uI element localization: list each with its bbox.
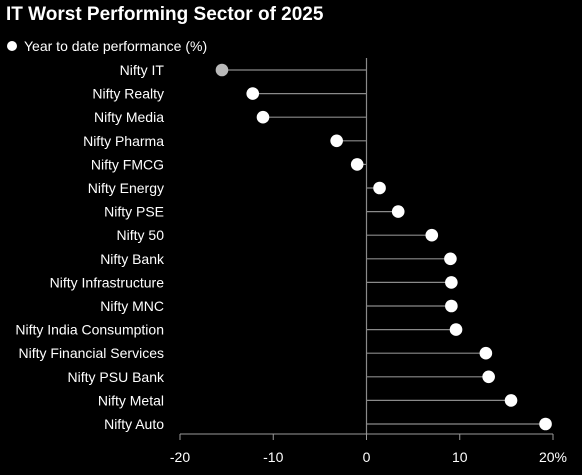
category-label: Nifty 50 [117,227,165,243]
category-label: Nifty Auto [104,416,164,432]
data-point [445,276,458,289]
category-label: Nifty IT [120,62,165,78]
category-label: Nifty Infrastructure [50,274,165,290]
data-point [504,394,518,407]
data-point [482,370,495,384]
category-label: Nifty Financial Services [19,345,165,361]
category-label: Nifty MNC [100,298,164,314]
legend-marker [7,41,17,51]
category-label: Nifty India Consumption [15,322,164,338]
data-point [391,205,405,218]
legend-label: Year to date performance (%) [24,38,208,54]
x-tick-label: -20 [170,449,190,465]
category-label: Nifty Metal [98,392,164,408]
data-point [539,417,552,431]
category-label: Nifty PSU Bank [68,369,165,385]
x-tick-label: 0 [363,449,371,465]
data-point [425,228,439,242]
data-point [256,110,270,124]
x-tick-label: 20% [539,449,567,465]
category-label: Nifty FMCG [91,156,164,172]
category-label: Nifty Energy [88,180,164,196]
x-tick-label: -10 [263,449,283,465]
x-tick-label: 10 [452,449,468,465]
chart-title: IT Worst Performing Sector of 2025 [6,4,324,25]
data-point [449,323,463,336]
data-point [330,134,343,148]
legend: Year to date performance (%) [7,37,207,55]
data-point [215,63,229,77]
category-label: Nifty Bank [100,251,165,267]
data-point [246,87,260,100]
data-point [445,299,458,313]
data-point [479,346,493,360]
category-label: Nifty Media [94,109,164,125]
category-label: Nifty Pharma [83,133,164,149]
category-label: Nifty PSE [104,204,164,220]
category-label: Nifty Realty [92,86,164,102]
data-point [373,181,386,195]
data-point [350,158,364,171]
data-point [444,252,457,266]
